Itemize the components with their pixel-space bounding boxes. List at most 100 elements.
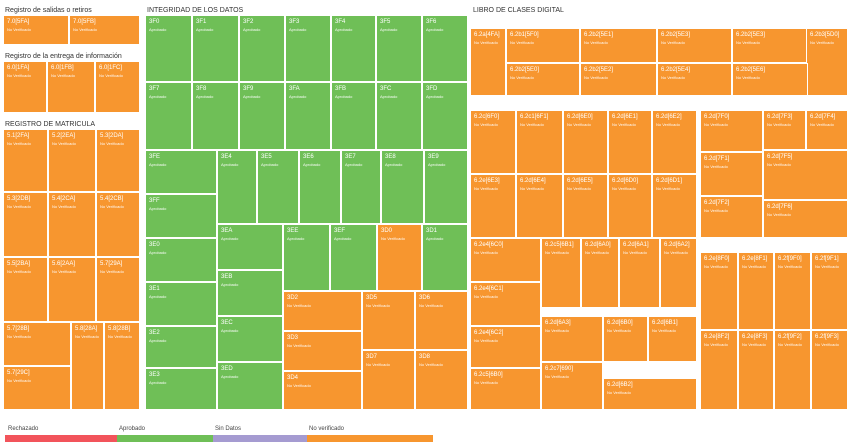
treemap-cell-libro[interactable]: 6.2e4[6C2] No Verificado <box>470 326 541 368</box>
treemap-cell-libro[interactable]: 6.2b3[5D0] No Verificado <box>806 28 848 96</box>
treemap-cell-libro[interactable]: 6.2d[6D0] No Verificado <box>608 174 652 238</box>
treemap-cell-integridad_green[interactable]: 3E7 Aprobado <box>341 150 381 224</box>
treemap-cell-libro[interactable]: 6.2f[9F2] No Verificado <box>774 330 811 410</box>
treemap-cell-integridad_green[interactable]: 3EF Aprobado <box>330 224 377 291</box>
treemap-cell-integridad_orange[interactable]: 3D5 No Verificado <box>362 291 415 350</box>
treemap-cell-integridad_green[interactable]: 3D1 Aprobado <box>422 224 468 291</box>
treemap-cell-integridad_green[interactable]: 3EE Aprobado <box>283 224 330 291</box>
treemap-cell-integridad_green[interactable]: 3E8 Aprobado <box>381 150 424 224</box>
treemap-cell-libro[interactable]: 6.2e[8F3] No Verificado <box>738 330 774 410</box>
treemap-cell-matricula[interactable]: 5.6[2AA] No Verificado <box>48 257 96 322</box>
treemap-cell-integridad_green[interactable]: 3EB Aprobado <box>217 270 283 316</box>
treemap-cell-integridad_orange[interactable]: 3D0 No Verificado <box>377 224 422 291</box>
treemap-cell-integridad_orange[interactable]: 3D4 No Verificado <box>283 371 362 410</box>
treemap-cell-integridad_green[interactable]: 3FC Aprobado <box>376 82 422 150</box>
treemap-cell-entrega[interactable]: 6.0[1FC] No Verificado <box>95 61 140 113</box>
treemap-cell-integridad_green[interactable]: 3F6 Aprobado <box>422 15 468 82</box>
treemap-cell-libro[interactable]: 6.2d[7F5] No Verificado <box>763 150 848 200</box>
treemap-cell-integridad_orange[interactable]: 3D7 No Verificado <box>362 350 415 410</box>
treemap-cell-integridad_green[interactable]: 3FB Aprobado <box>331 82 376 150</box>
treemap-cell-libro[interactable]: 6.2d[6B0] No Verificado <box>603 316 648 362</box>
treemap-cell-libro[interactable]: 6.2b2[5E1] No Verificado <box>580 28 657 63</box>
treemap-cell-integridad_green[interactable]: 3F5 Aprobado <box>376 15 422 82</box>
treemap-cell-matricula[interactable]: 5.4[2CA] No Verificado <box>48 192 96 257</box>
treemap-cell-libro[interactable]: 6.2d[6A2] No Verificado <box>660 238 697 308</box>
treemap-cell-libro[interactable]: 6.2e4[6C1] No Verificado <box>470 282 541 326</box>
treemap-cell-integridad_green[interactable]: 3F4 Aprobado <box>331 15 376 82</box>
treemap-cell-libro[interactable]: 6.2e[8F2] No Verificado <box>700 330 738 410</box>
treemap-cell-integridad_green[interactable]: 3F0 Aprobado <box>145 15 192 82</box>
treemap-cell-libro[interactable]: 6.2d[7F4] No Verificado <box>806 110 848 150</box>
treemap-cell-matricula[interactable]: 5.1[2FA] No Verificado <box>3 129 48 192</box>
treemap-cell-libro[interactable]: 6.2a[4FA] No Verificado <box>470 28 506 96</box>
treemap-cell-libro[interactable]: 6.2e[8F1] No Verificado <box>738 252 774 330</box>
treemap-cell-libro[interactable]: 6.2e4[6C0] No Verificado <box>470 238 541 282</box>
treemap-cell-integridad_green[interactable]: 3E2 Aprobado <box>145 326 217 368</box>
treemap-cell-libro[interactable]: 6.2f[9F3] No Verificado <box>811 330 848 410</box>
treemap-cell-integridad_green[interactable]: 3F9 Aprobado <box>239 82 285 150</box>
treemap-cell-integridad_green[interactable]: 3EA Aprobado <box>217 224 283 270</box>
treemap-cell-libro[interactable]: 6.2d[6E2] No Verificado <box>652 110 697 174</box>
treemap-cell-integridad_green[interactable]: 3F3 Aprobado <box>285 15 331 82</box>
treemap-cell-integridad_green[interactable]: 3EC Aprobado <box>217 316 283 362</box>
treemap-cell-libro[interactable]: 6.2d[6B1] No Verificado <box>648 316 697 362</box>
treemap-cell-libro[interactable]: 6.2d[6E1] No Verificado <box>608 110 652 174</box>
treemap-cell-libro[interactable]: 6.2d[6B2] No Verificado <box>603 378 697 410</box>
treemap-cell-libro[interactable]: 6.2d[7F2] No Verificado <box>700 196 763 238</box>
treemap-cell-entrega[interactable]: 6.0[1FA] No Verificado <box>3 61 47 113</box>
treemap-cell-libro[interactable]: 6.2c5[6B1] No Verificado <box>541 238 581 308</box>
treemap-cell-integridad_green[interactable]: 3E1 Aprobado <box>145 282 217 326</box>
treemap-cell-integridad_green[interactable]: 3FE Aprobado <box>145 150 217 194</box>
treemap-cell-integridad_green[interactable]: 3F1 Aprobado <box>192 15 239 82</box>
treemap-cell-libro[interactable]: 6.2d[7F6] No Verificado <box>763 200 848 238</box>
treemap-cell-matricula[interactable]: 5.7[29C] No Verificado <box>3 366 71 410</box>
treemap-cell-matricula[interactable]: 5.7[29A] No Verificado <box>96 257 140 322</box>
treemap-cell-libro[interactable]: 6.2c[6F0] No Verificado <box>470 110 516 174</box>
treemap-cell-libro[interactable]: 6.2d[6E5] No Verificado <box>563 174 608 238</box>
treemap-cell-libro[interactable]: 6.2d[6D1] No Verificado <box>652 174 697 238</box>
treemap-cell-matricula[interactable]: 5.4[2CB] No Verificado <box>96 192 140 257</box>
treemap-cell-integridad_green[interactable]: 3E6 Aprobado <box>299 150 341 224</box>
treemap-cell-salidas[interactable]: 7.0[5FA] No Verificado <box>3 15 69 45</box>
treemap-cell-integridad_green[interactable]: 3FA Aprobado <box>285 82 331 150</box>
treemap-cell-integridad_orange[interactable]: 3D8 No Verificado <box>415 350 468 410</box>
treemap-cell-matricula[interactable]: 5.3[2DA] No Verificado <box>96 129 140 192</box>
treemap-cell-libro[interactable]: 6.2d[6A1] No Verificado <box>619 238 660 308</box>
treemap-cell-libro[interactable]: 6.2b2[5E4] No Verificado <box>657 63 732 96</box>
treemap-cell-integridad_green[interactable]: 3FD Aprobado <box>422 82 468 150</box>
treemap-cell-integridad_green[interactable]: 3F7 Aprobado <box>145 82 192 150</box>
treemap-cell-libro[interactable]: 6.2d[6A0] No Verificado <box>581 238 619 308</box>
treemap-cell-matricula[interactable]: 5.7[28B] No Verificado <box>3 322 71 366</box>
treemap-cell-integridad_orange[interactable]: 3D6 No Verificado <box>415 291 468 350</box>
treemap-cell-matricula[interactable]: 5.3[2DB] No Verificado <box>3 192 48 257</box>
treemap-cell-libro[interactable]: 6.2d[6A3] No Verificado <box>541 316 603 362</box>
treemap-cell-libro[interactable]: 6.2c1[6F1] No Verificado <box>516 110 563 174</box>
treemap-cell-libro[interactable]: 6.2b2[5E0] No Verificado <box>506 63 580 96</box>
treemap-cell-libro[interactable]: 6.2b2[5E2] No Verificado <box>580 63 657 96</box>
treemap-cell-salidas[interactable]: 7.0[5FB] No Verificado <box>69 15 140 45</box>
treemap-cell-libro[interactable]: 6.2b1[5F0] No Verificado <box>506 28 580 63</box>
treemap-cell-integridad_green[interactable]: 3ED Aprobado <box>217 362 283 410</box>
treemap-cell-libro[interactable]: 6.2d[6E0] No Verificado <box>563 110 608 174</box>
treemap-cell-libro[interactable]: 6.2d[7F3] No Verificado <box>763 110 806 150</box>
treemap-cell-matricula[interactable]: 5.8[28A] No Verificado <box>71 322 104 410</box>
treemap-cell-matricula[interactable]: 5.8[28B] No Verificado <box>104 322 140 410</box>
treemap-cell-integridad_green[interactable]: 3E3 Aprobado <box>145 368 217 410</box>
treemap-cell-libro[interactable]: 6.2c7[690] No Verificado <box>541 362 603 410</box>
treemap-cell-integridad_orange[interactable]: 3D2 No Verificado <box>283 291 362 331</box>
treemap-cell-integridad_orange[interactable]: 3D3 No Verificado <box>283 331 362 371</box>
treemap-cell-libro[interactable]: 6.2b2[5E6] No Verificado <box>732 63 808 96</box>
treemap-cell-integridad_green[interactable]: 3FF Aprobado <box>145 194 217 238</box>
treemap-cell-libro[interactable]: 6.2e[6E3] No Verificado <box>470 174 516 238</box>
treemap-cell-entrega[interactable]: 6.0[1FB] No Verificado <box>47 61 95 113</box>
treemap-cell-libro[interactable]: 6.2c5[6B0] No Verificado <box>470 368 541 410</box>
treemap-cell-libro[interactable]: 6.2f[9F0] No Verificado <box>774 252 811 330</box>
treemap-cell-integridad_green[interactable]: 3F2 Aprobado <box>239 15 285 82</box>
treemap-cell-integridad_green[interactable]: 3E5 Aprobado <box>257 150 299 224</box>
treemap-cell-matricula[interactable]: 5.2[2EA] No Verificado <box>48 129 96 192</box>
treemap-cell-integridad_green[interactable]: 3E9 Aprobado <box>424 150 468 224</box>
treemap-cell-integridad_green[interactable]: 3E4 Aprobado <box>217 150 257 224</box>
treemap-cell-libro[interactable]: 6.2b2[5E3] No Verificado <box>657 28 732 63</box>
treemap-cell-libro[interactable]: 6.2d[7F1] No Verificado <box>700 152 763 196</box>
treemap-cell-integridad_green[interactable]: 3E0 Aprobado <box>145 238 217 282</box>
